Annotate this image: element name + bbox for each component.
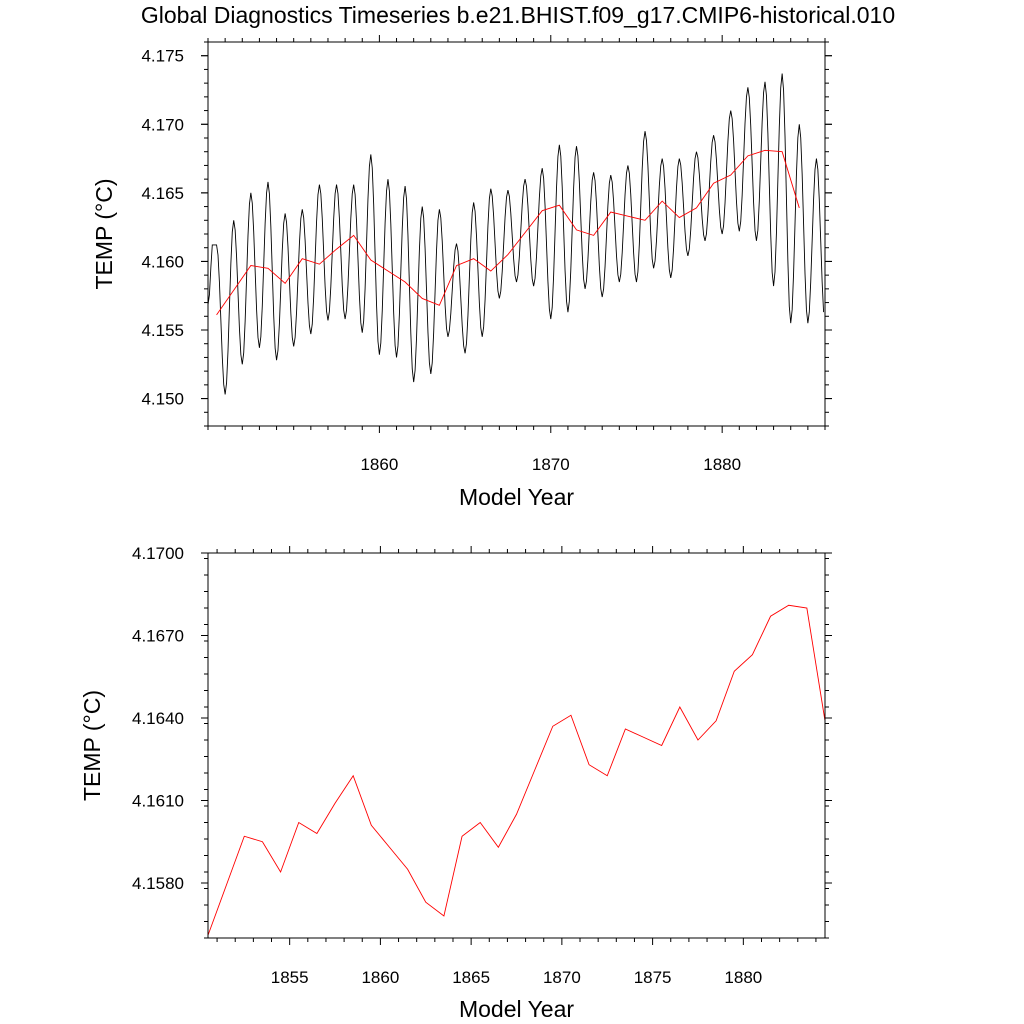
y-tick-label: 4.1610 [132,792,184,811]
x-tick-label: 1870 [543,968,581,987]
axis-ticks [201,35,832,433]
y-tick-label: 4.170 [141,115,184,134]
y-tick-label: 4.150 [141,390,184,409]
x-axis-title: Model Year [459,484,574,510]
series-line-monthly [208,73,825,395]
x-tick-label: 1860 [360,455,398,474]
x-tick-label: 1875 [634,968,672,987]
y-axis-title: TEMP (°C) [91,179,117,290]
figure-title: Global Diagnostics Timeseries b.e21.BHIS… [141,2,895,28]
y-axis-title: TEMP (°C) [79,690,105,801]
x-axis-title: Model Year [459,996,574,1022]
y-tick-label: 4.175 [141,47,184,66]
x-tick-label: 1860 [361,968,399,987]
y-tick-label: 4.1700 [132,544,184,563]
x-tick-label: 1880 [703,455,741,474]
y-tick-label: 4.1580 [132,874,184,893]
series-line-annual [216,149,800,316]
x-tick-label: 1870 [532,455,570,474]
series-line-annual [208,604,825,936]
chart-panel-bottom: 1855 1860 1865 1870 1875 1880 4.1580 4.1610 4.16… [79,544,832,1022]
y-tick-label: 4.1670 [132,627,184,646]
y-tick-label: 4.165 [141,184,184,203]
plot-frame [207,552,826,939]
x-tick-label: 1865 [452,968,490,987]
y-tick-label: 4.1640 [132,709,184,728]
chart-panel-top: 1860 1870 1880 4.150 4.155 4.160 4.165 4.170 4.1… [91,35,832,510]
x-tick-label: 1880 [724,968,762,987]
axis-ticks [201,546,832,945]
y-tick-label: 4.160 [141,252,184,271]
x-tick-label: 1855 [271,968,309,987]
y-tick-label: 4.155 [141,321,184,340]
